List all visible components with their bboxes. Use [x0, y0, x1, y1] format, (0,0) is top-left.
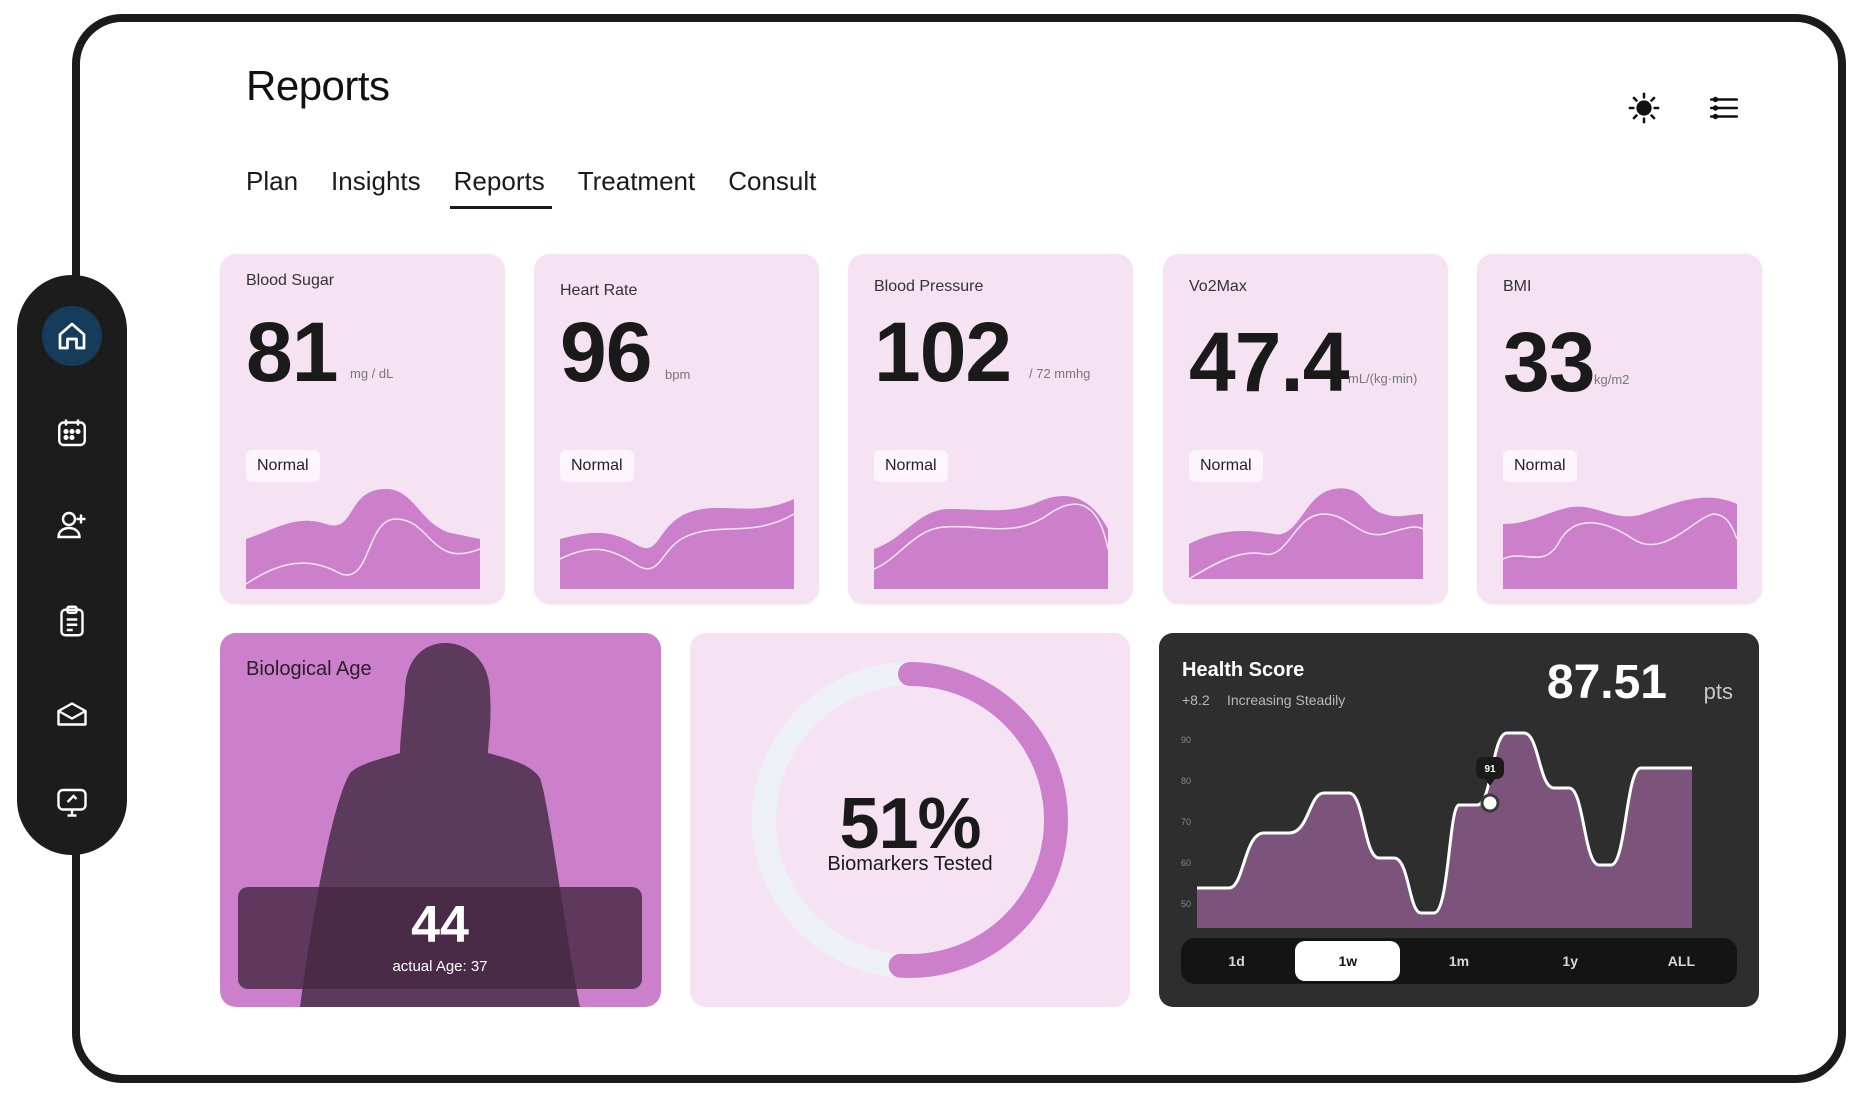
page-title: Reports — [246, 62, 390, 109]
sidebar-item-calendar[interactable] — [42, 403, 102, 463]
metric-value: 47.4 — [1189, 315, 1349, 409]
sidebar-item-clipboard[interactable] — [42, 591, 102, 651]
marker-label: 91 — [1484, 764, 1496, 775]
range-all[interactable]: ALL — [1667, 953, 1696, 969]
health-score-chart: 90 80 70 60 50 91 — [1181, 731, 1692, 928]
sparkline — [560, 499, 794, 589]
home-icon — [58, 322, 86, 350]
range-1w[interactable]: 1w — [1295, 941, 1401, 981]
biological-age-card[interactable]: Biological Age 44 actual Age: 37 — [220, 633, 661, 1007]
health-score-unit: pts — [1703, 679, 1733, 704]
calendar-icon — [58, 419, 86, 447]
add-user-icon — [57, 511, 86, 539]
sidebar-item-inbox[interactable] — [42, 684, 102, 744]
sparkline — [1503, 497, 1737, 589]
status-badge: Normal — [246, 450, 320, 482]
health-score-card[interactable]: 90 80 70 60 50 91 Health Score +8.2 Incr… — [1159, 633, 1759, 1007]
health-score-delta: +8.2 — [1182, 692, 1210, 708]
sidebar-item-monitor[interactable] — [42, 772, 102, 832]
sidebar-item-home[interactable] — [42, 306, 102, 366]
y-tick-label: 60 — [1181, 858, 1191, 868]
metric-unit: / 72 mmhg — [1029, 366, 1091, 381]
biological-age-value: 44 — [411, 896, 469, 954]
sparkline — [246, 489, 480, 589]
time-range-selector: 1d 1w 1m 1y ALL — [1181, 938, 1737, 984]
sun-icon[interactable] — [1627, 91, 1661, 125]
metric-value: 102 — [874, 305, 1012, 399]
progress-ring — [752, 662, 1068, 978]
metric-value: 81 — [246, 305, 338, 399]
health-score-line — [1197, 731, 1692, 915]
metric-label: Vo2Max — [1189, 278, 1247, 295]
metric-unit: bpm — [665, 367, 691, 382]
sidebar-item-add-user[interactable] — [42, 495, 102, 555]
biomarkers-card[interactable]: 51% Biomarkers Tested — [690, 633, 1130, 1007]
metric-value: 96 — [560, 305, 652, 399]
y-tick-label: 70 — [1181, 817, 1191, 827]
metric-unit: kg/m2 — [1594, 372, 1630, 387]
y-tick-label: 90 — [1181, 735, 1191, 745]
tab-reports[interactable]: Reports — [449, 166, 552, 209]
biological-age-title: Biological Age — [246, 658, 372, 680]
health-score-area — [1197, 733, 1692, 928]
marker-tooltip — [1476, 757, 1504, 779]
health-score-status: Increasing Steadily — [1227, 692, 1346, 708]
metric-label: BMI — [1503, 278, 1532, 295]
metric-card-blood-sugar[interactable]: Blood Sugar 81 mg / dL Normal — [220, 254, 505, 604]
y-tick-label: 50 — [1181, 899, 1191, 909]
sparkline — [1189, 488, 1423, 580]
status-badge: Normal — [1189, 450, 1263, 482]
sidebar — [17, 275, 127, 855]
inbox-icon — [57, 702, 87, 726]
metric-card-blood-pressure[interactable]: Blood Pressure 102 / 72 mmhg Normal — [848, 254, 1133, 604]
tab-insights[interactable]: Insights — [331, 166, 421, 196]
metric-label: Blood Sugar — [246, 272, 335, 289]
status-badge: Normal — [1503, 450, 1577, 482]
tab-plan[interactable]: Plan — [246, 166, 299, 196]
marker-tooltip-pointer — [1485, 779, 1495, 786]
status-badge: Normal — [560, 450, 634, 482]
filter-lines-icon[interactable] — [1707, 91, 1741, 125]
tab-bar: Plan Insights Reports Treatment Consult — [246, 166, 849, 209]
marker-point — [1480, 793, 1500, 813]
clipboard-icon — [60, 605, 84, 637]
metric-card-bmi[interactable]: BMI 33 kg/m2 Normal — [1477, 254, 1762, 604]
biomarkers-label: Biomarkers Tested — [827, 853, 993, 875]
y-tick-label: 80 — [1181, 776, 1191, 786]
health-score-title: Health Score — [1182, 659, 1305, 681]
metric-card-vo2max[interactable]: Vo2Max 47.4 mL/(kg·min) Normal — [1163, 254, 1448, 604]
metric-card-heart-rate[interactable]: Heart Rate 96 bpm Normal — [534, 254, 819, 604]
progress-ring-fill — [752, 662, 1068, 978]
metric-unit: mL/(kg·min) — [1348, 371, 1418, 386]
metric-label: Blood Pressure — [874, 278, 984, 295]
metric-unit: mg / dL — [350, 366, 394, 381]
range-1m[interactable]: 1m — [1448, 953, 1470, 969]
actual-age-label: actual Age: 37 — [392, 958, 488, 976]
tab-treatment[interactable]: Treatment — [577, 166, 696, 196]
monitor-chat-icon — [57, 788, 87, 817]
metric-value: 33 — [1503, 315, 1595, 409]
sparkline — [874, 496, 1108, 589]
health-score-value: 87.51 — [1546, 656, 1667, 709]
range-1y[interactable]: 1y — [1562, 953, 1578, 969]
biomarkers-percent: 51% — [839, 784, 981, 864]
range-1d[interactable]: 1d — [1228, 953, 1245, 969]
tab-consult[interactable]: Consult — [728, 166, 817, 196]
metric-label: Heart Rate — [560, 282, 638, 299]
status-badge: Normal — [874, 450, 948, 482]
biological-age-panel: 44 actual Age: 37 — [238, 887, 642, 989]
